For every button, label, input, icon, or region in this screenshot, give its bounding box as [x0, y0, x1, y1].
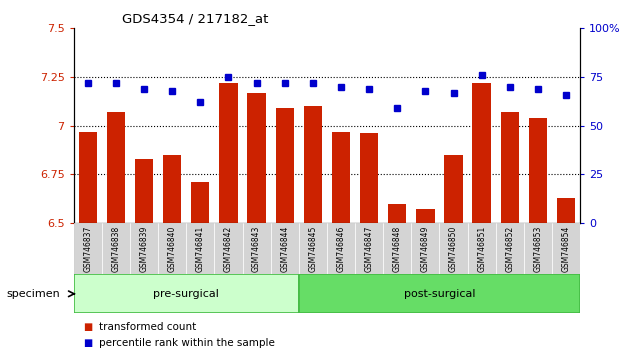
- Text: GSM746841: GSM746841: [196, 225, 205, 272]
- Bar: [327, 223, 355, 274]
- Text: GDS4354 / 217182_at: GDS4354 / 217182_at: [122, 12, 268, 25]
- Bar: [304, 106, 322, 223]
- Bar: [472, 83, 491, 223]
- Text: GSM746838: GSM746838: [112, 225, 121, 272]
- Bar: [557, 198, 575, 223]
- Bar: [383, 223, 412, 274]
- Bar: [135, 159, 153, 223]
- Bar: [276, 108, 294, 223]
- Text: GSM746849: GSM746849: [421, 225, 430, 272]
- Bar: [495, 223, 524, 274]
- Bar: [107, 112, 125, 223]
- Bar: [355, 223, 383, 274]
- Bar: [219, 83, 238, 223]
- Bar: [214, 223, 242, 274]
- Text: GSM746853: GSM746853: [533, 225, 542, 272]
- Text: ■: ■: [83, 338, 92, 348]
- Bar: [444, 155, 463, 223]
- Text: GSM746846: GSM746846: [337, 225, 345, 272]
- Bar: [416, 209, 435, 223]
- Text: GSM746850: GSM746850: [449, 225, 458, 272]
- Text: GSM746837: GSM746837: [83, 225, 92, 272]
- Bar: [163, 155, 181, 223]
- Text: pre-surgical: pre-surgical: [153, 289, 219, 299]
- Text: ■: ■: [83, 322, 92, 332]
- Text: specimen: specimen: [6, 289, 60, 299]
- Bar: [299, 274, 580, 313]
- Text: post-surgical: post-surgical: [404, 289, 475, 299]
- Text: GSM746839: GSM746839: [140, 225, 149, 272]
- Text: transformed count: transformed count: [99, 322, 197, 332]
- Bar: [247, 93, 266, 223]
- Bar: [102, 223, 130, 274]
- Text: GSM746842: GSM746842: [224, 225, 233, 272]
- Text: percentile rank within the sample: percentile rank within the sample: [99, 338, 275, 348]
- Bar: [412, 223, 440, 274]
- Text: GSM746843: GSM746843: [252, 225, 261, 272]
- Text: GSM746844: GSM746844: [280, 225, 289, 272]
- Bar: [332, 132, 350, 223]
- Bar: [299, 223, 327, 274]
- Bar: [74, 274, 299, 313]
- Text: GSM746852: GSM746852: [505, 225, 514, 272]
- Text: GSM746851: GSM746851: [477, 225, 486, 272]
- Bar: [158, 223, 187, 274]
- Text: GSM746840: GSM746840: [168, 225, 177, 272]
- Bar: [360, 133, 378, 223]
- Bar: [271, 223, 299, 274]
- Bar: [552, 223, 580, 274]
- Bar: [187, 223, 214, 274]
- Text: GSM746845: GSM746845: [308, 225, 317, 272]
- Bar: [79, 132, 97, 223]
- Bar: [242, 223, 271, 274]
- Bar: [501, 112, 519, 223]
- Text: GSM746848: GSM746848: [393, 225, 402, 272]
- Bar: [440, 223, 467, 274]
- Bar: [524, 223, 552, 274]
- Text: GSM746854: GSM746854: [562, 225, 570, 272]
- Bar: [529, 118, 547, 223]
- Bar: [74, 223, 102, 274]
- Bar: [467, 223, 495, 274]
- Bar: [130, 223, 158, 274]
- Text: GSM746847: GSM746847: [365, 225, 374, 272]
- Bar: [191, 182, 210, 223]
- Bar: [388, 204, 406, 223]
